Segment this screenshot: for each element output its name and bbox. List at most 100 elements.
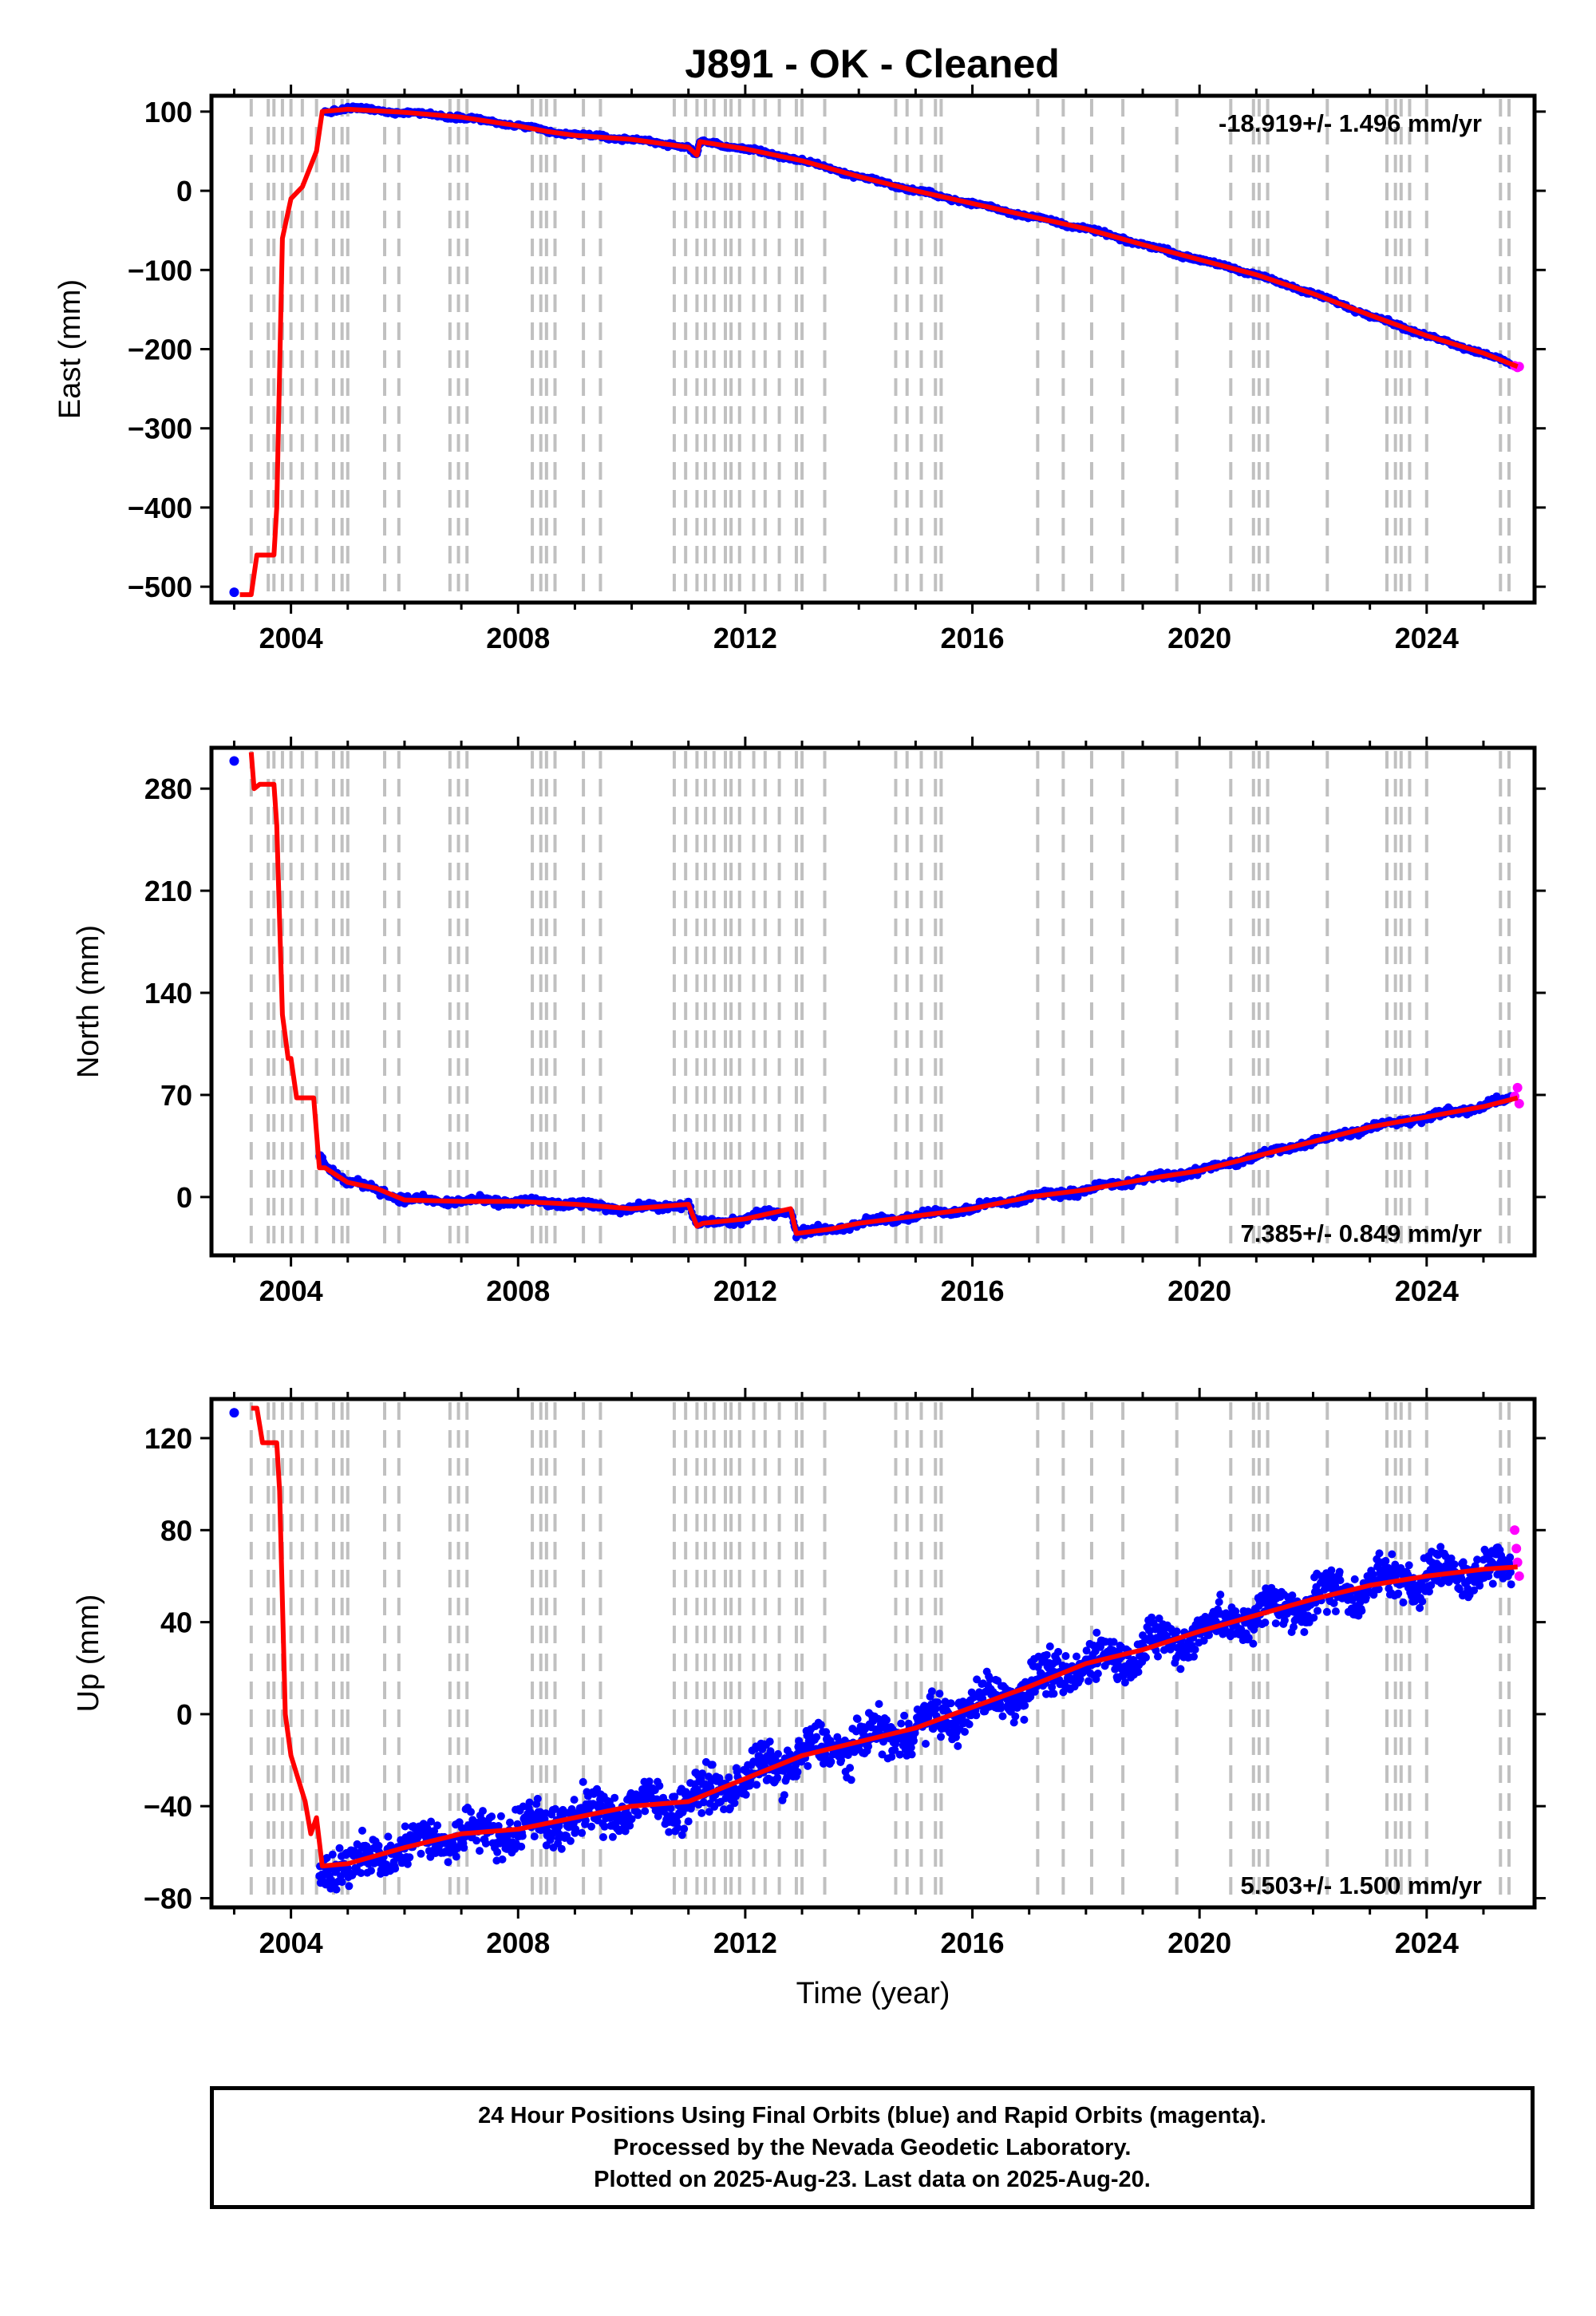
up-final-point-37 xyxy=(338,1878,346,1887)
up-final-point-1332 xyxy=(1155,1614,1163,1622)
up-final-point-1042 xyxy=(972,1711,981,1720)
up-final-point-1711 xyxy=(1394,1589,1403,1598)
up-final-point-517 xyxy=(641,1807,650,1816)
up-final-point-205 xyxy=(444,1858,452,1867)
north-rapid-point-2 xyxy=(1514,1098,1524,1109)
north-rate-label: 7.385+/- 0.849 mm/yr xyxy=(1241,1219,1482,1247)
up-final-point-775 xyxy=(804,1761,812,1770)
up-final-point-1808 xyxy=(1455,1585,1464,1594)
up-final-point-1619 xyxy=(1336,1576,1345,1585)
up-final-point-1481 xyxy=(1249,1639,1258,1648)
up-final-point-1411 xyxy=(1205,1630,1213,1639)
east-model-line xyxy=(239,106,1519,598)
up-final-point-962 xyxy=(922,1740,930,1748)
up-final-point-1691 xyxy=(1381,1556,1390,1565)
up-final-point-347 xyxy=(533,1794,542,1803)
up-ytick-label-0: 120 xyxy=(144,1422,192,1455)
up-final-point-981 xyxy=(934,1698,942,1706)
east-xtick-label-1: 2008 xyxy=(486,622,550,654)
figure-title: J891 - OK - Cleaned xyxy=(685,41,1060,86)
up-final-point-141 xyxy=(403,1860,412,1868)
north-ylabel: North (mm) xyxy=(72,925,105,1078)
up-final-point-1577 xyxy=(1310,1614,1318,1622)
up-final-point-1366 xyxy=(1176,1665,1185,1674)
up-final-point-1728 xyxy=(1404,1561,1413,1570)
up-final-point-1707 xyxy=(1392,1571,1400,1580)
up-final-point-1543 xyxy=(1288,1591,1297,1600)
up-final-point-1821 xyxy=(1464,1584,1472,1593)
up-final-point-137 xyxy=(401,1822,409,1831)
up-final-point-871 xyxy=(864,1742,873,1751)
up-final-point-800 xyxy=(819,1759,828,1768)
up-final-point-1299 xyxy=(1134,1668,1143,1676)
up-final-point-260 xyxy=(479,1807,487,1816)
up-final-point-943 xyxy=(910,1737,918,1745)
up-final-point-715 xyxy=(765,1737,774,1746)
east-xtick-label-0: 2004 xyxy=(259,622,323,654)
east-ytick-label-2: −100 xyxy=(128,254,192,287)
up-final-point-1278 xyxy=(1120,1678,1129,1687)
up-final-point-1760 xyxy=(1425,1587,1433,1596)
up-xtick-label-0: 2004 xyxy=(259,1927,323,1959)
up-final-point-1184 xyxy=(1061,1652,1070,1660)
up-final-point-642 xyxy=(720,1805,728,1814)
north-xtick-label-0: 2004 xyxy=(259,1275,323,1307)
up-final-point-1861 xyxy=(1488,1579,1497,1588)
up-final-point-908 xyxy=(887,1753,896,1761)
up-final-point-1583 xyxy=(1314,1607,1321,1615)
up-final-point-1681 xyxy=(1375,1549,1384,1558)
up-final-point-1233 xyxy=(1092,1628,1101,1637)
up-final-point-162 xyxy=(417,1849,425,1858)
up-final-point-659 xyxy=(730,1799,739,1808)
up-ytick-label-3: 0 xyxy=(176,1698,192,1731)
up-rapid-point-0 xyxy=(1510,1525,1520,1535)
east-ytick-label-1: 0 xyxy=(176,175,192,207)
up-final-point-677 xyxy=(741,1790,750,1799)
up-final-point-1159 xyxy=(1045,1642,1054,1650)
up-final-point-1800 xyxy=(1450,1560,1459,1569)
east-panel: 100 0 −100 −200 −300 −400 −500 2004 2008 2012 2016… xyxy=(53,85,1546,654)
up-final-point-921 xyxy=(895,1750,904,1759)
up-final-point-1180 xyxy=(1059,1688,1068,1697)
up-final-point-1517 xyxy=(1271,1619,1280,1628)
up-final-point-285 xyxy=(494,1822,503,1830)
north-ytick-label-2: 140 xyxy=(144,977,192,1010)
up-final-point-1840 xyxy=(1476,1581,1484,1590)
up-final-point-1890 xyxy=(1507,1580,1515,1589)
up-final-point-218 xyxy=(452,1852,460,1861)
up-final-point-33 xyxy=(335,1844,344,1852)
up-final-point-1749 xyxy=(1418,1597,1427,1606)
up-final-point-900 xyxy=(883,1716,891,1725)
up-final-point-1701 xyxy=(1388,1550,1396,1559)
up-final-point-1612 xyxy=(1331,1607,1340,1616)
up-final-point-1473 xyxy=(1244,1607,1252,1616)
up-final-point-568 xyxy=(673,1818,681,1826)
up-final-point-1429 xyxy=(1216,1591,1225,1599)
up-final-point-1118 xyxy=(1020,1715,1029,1724)
up-final-point-69 xyxy=(358,1826,366,1835)
up-final-point-579 xyxy=(680,1824,689,1833)
up-final-point-538 xyxy=(654,1812,662,1820)
up-rapid-point-1 xyxy=(1511,1543,1522,1554)
up-final-point-1081 xyxy=(997,1704,1005,1713)
north-xtick-label-4: 2020 xyxy=(1167,1275,1231,1307)
north-plot-frame xyxy=(209,745,1537,1258)
up-final-point-624 xyxy=(708,1761,717,1769)
up-final-point-453 xyxy=(600,1822,609,1831)
up-final-point-1002 xyxy=(946,1699,955,1708)
up-ytick-label-4: −40 xyxy=(144,1790,192,1823)
up-plot-frame xyxy=(209,1397,1537,1910)
up-final-point-972 xyxy=(927,1687,936,1696)
up-final-point-321 xyxy=(517,1842,526,1851)
up-final-point-22 xyxy=(328,1850,337,1859)
up-final-point-978 xyxy=(931,1705,940,1713)
up-final-point-1719 xyxy=(1399,1598,1408,1607)
up-final-point-888 xyxy=(875,1700,883,1709)
up-final-point-1001 xyxy=(946,1729,954,1737)
east-ylabel: East (mm) xyxy=(53,279,87,419)
up-xtick-label-3: 2016 xyxy=(940,1927,1004,1959)
up-final-point-48 xyxy=(345,1882,354,1891)
up-final-point-1598 xyxy=(1322,1607,1331,1616)
up-final-point-1836 xyxy=(1473,1555,1482,1564)
up-final-point-121 xyxy=(391,1864,400,1873)
